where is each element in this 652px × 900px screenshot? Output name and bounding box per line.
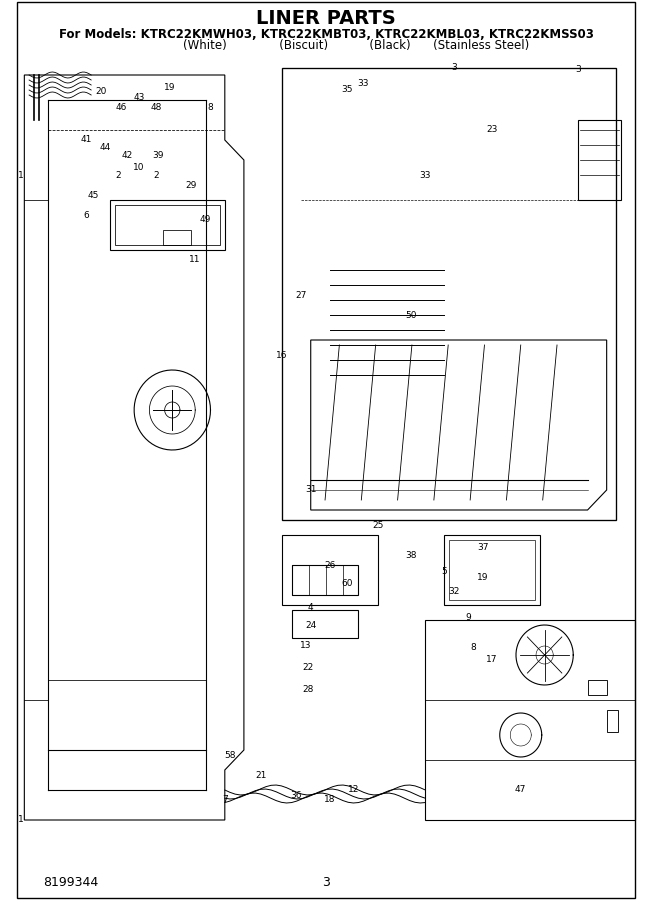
Bar [115, 205, 220, 245]
Bar [578, 120, 621, 200]
Text: 25: 25 [372, 520, 383, 529]
Bar [163, 230, 192, 245]
Text: LINER PARTS: LINER PARTS [256, 8, 396, 28]
Text: 27: 27 [295, 291, 307, 300]
Text: 8199344: 8199344 [44, 876, 98, 888]
Text: 50: 50 [405, 310, 417, 320]
Text: 17: 17 [486, 655, 498, 664]
Text: 8: 8 [207, 104, 213, 112]
Text: For Models: KTRC22KMWH03, KTRC22KMBT03, KTRC22KMBL03, KTRC22KMSS03: For Models: KTRC22KMWH03, KTRC22KMBT03, … [59, 28, 593, 40]
Text: 26: 26 [324, 561, 336, 570]
Text: 45: 45 [87, 191, 98, 200]
Text: 20: 20 [95, 87, 106, 96]
Text: 33: 33 [419, 170, 431, 179]
Text: 22: 22 [303, 663, 314, 672]
Text: 12: 12 [348, 786, 359, 795]
Text: 9: 9 [466, 614, 471, 623]
Text: 13: 13 [300, 641, 312, 650]
Text: 1: 1 [18, 815, 23, 824]
Text: 11: 11 [188, 256, 200, 265]
Bar [449, 540, 535, 600]
Text: 8: 8 [470, 644, 476, 652]
Text: 5: 5 [441, 568, 447, 577]
Text: 19: 19 [164, 84, 175, 93]
Text: 3: 3 [322, 876, 330, 888]
Text: 49: 49 [200, 215, 211, 224]
Text: 18: 18 [324, 796, 336, 805]
Text: 60: 60 [341, 579, 353, 588]
Text: 24: 24 [305, 620, 316, 629]
Bar [291, 610, 359, 638]
Text: 35: 35 [341, 86, 353, 94]
Text: 33: 33 [357, 78, 369, 87]
Text: 21: 21 [256, 770, 267, 779]
Text: 16: 16 [276, 350, 288, 359]
Text: 3: 3 [575, 66, 581, 75]
Text: 23: 23 [486, 125, 497, 134]
Text: 32: 32 [448, 588, 460, 597]
Text: 28: 28 [302, 686, 314, 695]
Text: 4: 4 [308, 604, 314, 613]
Bar [606, 710, 618, 732]
Text: 7: 7 [222, 796, 228, 805]
Text: 1: 1 [18, 170, 23, 179]
Bar [110, 200, 225, 250]
Text: 43: 43 [133, 94, 145, 103]
Text: 48: 48 [151, 104, 162, 112]
Text: 38: 38 [405, 551, 417, 560]
Text: 6: 6 [83, 211, 89, 220]
Bar [445, 535, 540, 605]
Text: 2: 2 [115, 170, 121, 179]
Text: 42: 42 [122, 150, 133, 159]
Text: 44: 44 [100, 143, 111, 152]
Bar [282, 535, 378, 605]
Text: 39: 39 [152, 150, 164, 159]
Text: 36: 36 [291, 790, 302, 799]
Text: 19: 19 [477, 573, 488, 582]
Text: 2: 2 [153, 170, 159, 179]
Text: 46: 46 [116, 104, 127, 112]
Text: 58: 58 [224, 751, 235, 760]
Text: 41: 41 [81, 136, 92, 145]
Text: 29: 29 [186, 181, 197, 190]
Text: 31: 31 [305, 485, 316, 494]
Bar [291, 565, 359, 595]
Text: 47: 47 [515, 786, 526, 795]
Text: 3: 3 [451, 64, 457, 73]
Text: 10: 10 [133, 164, 145, 173]
Text: (White)              (Biscuit)           (Black)      (Stainless Steel): (White) (Biscuit) (Black) (Stainless Ste… [123, 40, 529, 52]
Bar [587, 680, 606, 695]
Text: 37: 37 [477, 544, 488, 553]
